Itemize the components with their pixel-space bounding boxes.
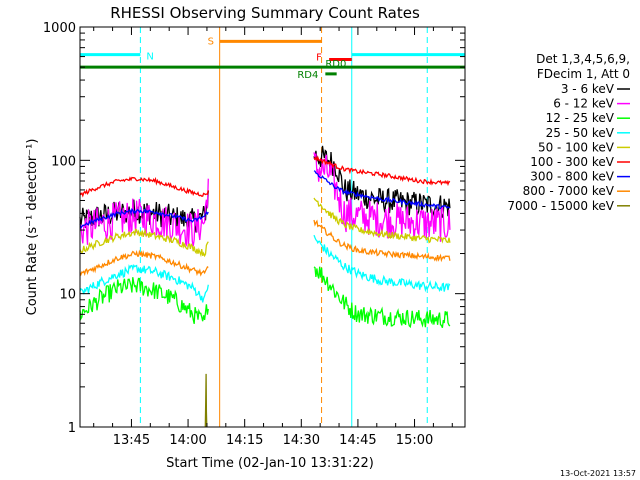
legend-header-line-1: Det 1,3,4,5,6,9, xyxy=(536,52,630,66)
legend-label-4: 50 - 100 keV xyxy=(538,140,615,154)
flag-label-n: N xyxy=(146,52,153,63)
legend-label-7: 800 - 7000 keV xyxy=(523,184,615,198)
plot-frame xyxy=(79,26,466,428)
y-axis-label: Count Rate (s⁻¹ detector⁻¹) xyxy=(25,139,40,316)
series-2-segment-0 xyxy=(79,277,209,324)
series-4-segment-0 xyxy=(79,228,209,258)
x-tick-label-4: 14:45 xyxy=(339,433,376,448)
y-tick-label-3: 1000 xyxy=(43,21,76,36)
series-0-segment-1 xyxy=(313,145,451,218)
y-tick-label-1: 10 xyxy=(59,288,76,303)
legend-header-line-2: FDecim 1, Att 0 xyxy=(537,67,630,81)
axes: 13:45 14:00 14:15 14:30 14:45 15:00 1 10 100 1000 xyxy=(43,21,465,448)
footer-timestamp: 13-Oct-2021 13:57 xyxy=(560,469,636,478)
series-3-segment-0 xyxy=(79,263,209,303)
series-8-segment-0 xyxy=(204,373,208,428)
x-tick-label-2: 14:15 xyxy=(226,433,263,448)
flag-label-f: F xyxy=(316,53,322,64)
series-7-segment-1 xyxy=(313,219,451,263)
legend-label-3: 25 - 50 keV xyxy=(546,126,615,140)
series-3-segment-1 xyxy=(313,234,451,293)
series-2-segment-1 xyxy=(313,266,451,329)
flag-label-rd4: RD4 xyxy=(297,70,318,81)
series-5-segment-0 xyxy=(79,176,209,198)
legend-label-6: 300 - 800 keV xyxy=(530,170,614,184)
series-6-segment-0 xyxy=(79,208,209,229)
x-axis-label: Start Time (02-Jan-10 13:31:22) xyxy=(166,456,374,471)
chart-title: RHESSI Observing Summary Count Rates xyxy=(110,4,420,22)
legend-label-8: 7000 - 15000 keV xyxy=(507,199,614,213)
y-tick-label-0: 1 xyxy=(68,421,76,436)
flag-label-rd0: RD0 xyxy=(325,59,346,70)
legend: Det 1,3,4,5,6,9, FDecim 1, Att 0 3 - 6 k… xyxy=(507,52,630,213)
x-tick-label-5: 15:00 xyxy=(396,433,433,448)
x-tick-label-3: 14:30 xyxy=(283,433,320,448)
series-1-segment-0 xyxy=(79,178,209,248)
legend-label-1: 6 - 12 keV xyxy=(553,97,615,111)
data-series xyxy=(79,145,451,428)
legend-label-2: 12 - 25 keV xyxy=(546,111,615,125)
legend-label-0: 3 - 6 keV xyxy=(561,82,615,96)
legend-label-5: 100 - 300 keV xyxy=(530,155,614,169)
series-5-segment-1 xyxy=(313,155,451,187)
flag-label-s: S xyxy=(208,36,214,47)
x-tick-label-0: 13:45 xyxy=(113,433,150,448)
series-7-segment-0 xyxy=(79,249,209,277)
series-4-segment-1 xyxy=(313,197,451,244)
series-6-segment-1 xyxy=(313,170,451,210)
x-tick-label-1: 14:00 xyxy=(169,433,206,448)
y-tick-label-2: 100 xyxy=(51,154,76,169)
